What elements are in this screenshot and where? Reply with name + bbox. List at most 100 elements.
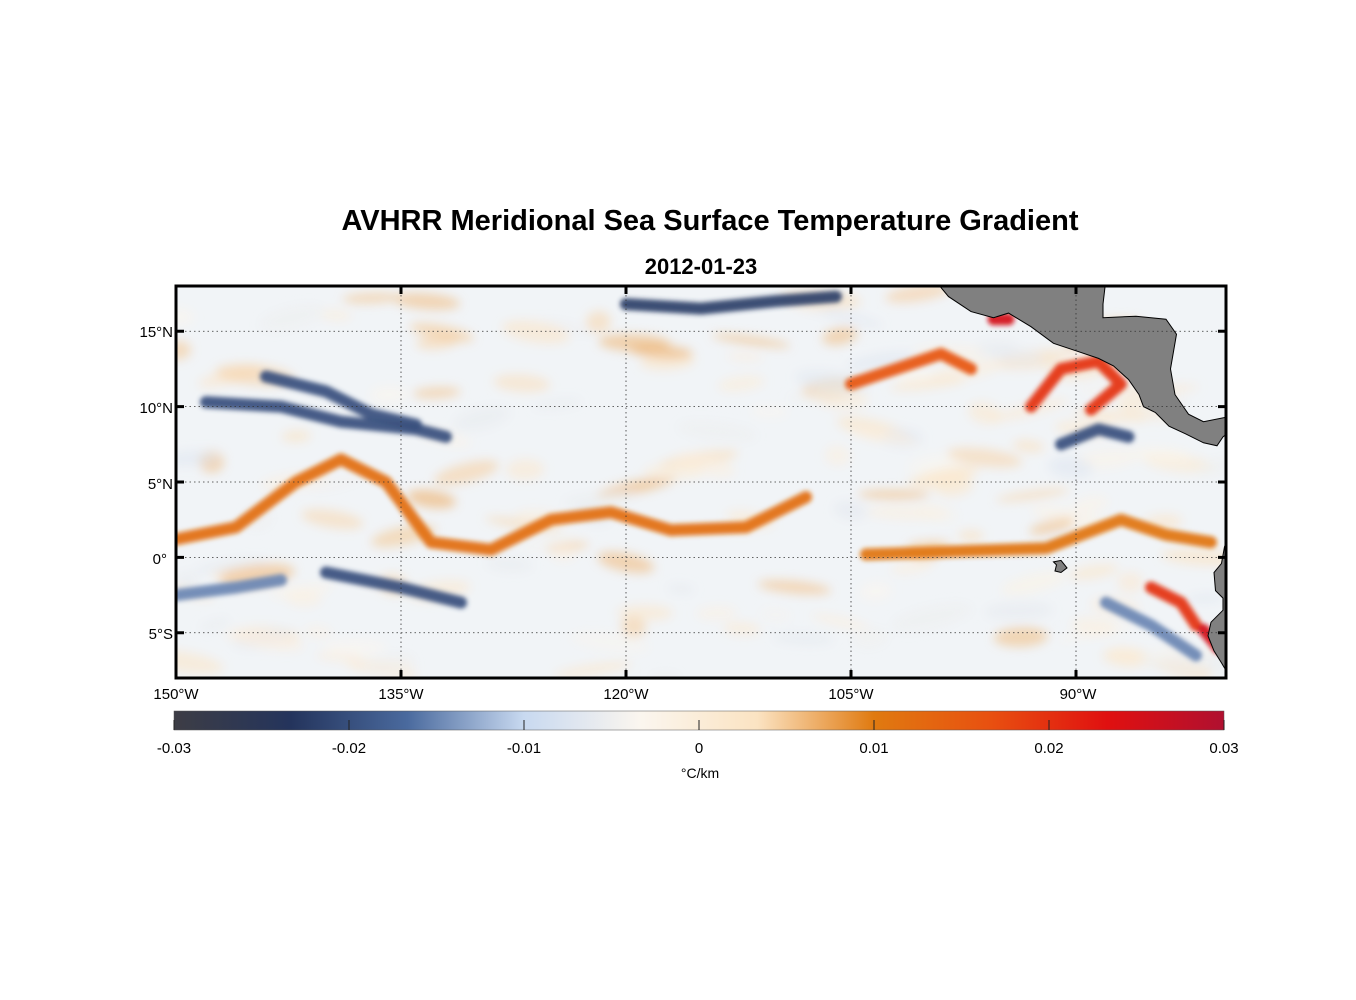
axis-ticks	[174, 286, 1226, 678]
texture-patch	[1029, 517, 1075, 536]
texture-patch	[323, 639, 387, 656]
texture-patch	[200, 618, 230, 631]
texture-patch	[885, 286, 950, 303]
negative-band-7	[200, 396, 452, 443]
texture-patch	[846, 428, 921, 445]
colorbar-label-003: 0.03	[1209, 740, 1239, 757]
texture-patch	[1071, 616, 1117, 636]
texture-patch	[176, 340, 191, 360]
texture-patch	[667, 584, 695, 594]
lon-label-120w: 120°W	[603, 686, 649, 703]
texture-patch	[996, 488, 1070, 502]
lon-label-90w: 90°W	[1059, 686, 1097, 703]
positive-band-3	[1025, 355, 1127, 416]
land-south-america	[1207, 541, 1226, 672]
land-layer	[939, 286, 1226, 672]
chart-title: AVHRR Meridional Sea Surface Temperature…	[341, 205, 1079, 237]
lon-label-150w: 150°W	[153, 686, 199, 703]
texture-patch	[434, 460, 499, 486]
texture-patch	[453, 406, 510, 432]
texture-patch	[304, 626, 332, 639]
texture-patch	[1048, 456, 1094, 479]
texture-patch	[758, 580, 832, 595]
texture-patch	[630, 344, 693, 359]
texture-patch	[301, 509, 364, 530]
positive-band-1	[860, 513, 1217, 561]
negative-band-12	[1100, 596, 1202, 662]
positive-band-2	[845, 347, 977, 390]
texture-patch	[824, 445, 851, 466]
texture-patch	[947, 447, 1023, 468]
texture-patch	[866, 505, 950, 521]
texture-patch	[224, 629, 305, 651]
lat-label-15n: 15°N	[139, 324, 173, 341]
texture-patch	[517, 534, 579, 552]
texture-patch	[1072, 495, 1109, 514]
texture-patch	[822, 327, 858, 346]
texture-patch	[806, 305, 883, 328]
lat-label-5s: 5°S	[148, 626, 173, 643]
texture-patch	[847, 352, 915, 370]
lon-label-105w: 105°W	[828, 686, 874, 703]
texture-patch	[992, 348, 1043, 365]
lat-label-5n: 5°N	[147, 476, 173, 493]
texture-patch	[760, 608, 792, 622]
texture-patch	[270, 584, 333, 599]
texture-patch	[311, 474, 366, 492]
texture-patch	[1117, 571, 1144, 593]
texture-patch	[493, 374, 550, 393]
texture-patch	[786, 389, 864, 402]
texture-patch	[906, 468, 972, 489]
gradient-field	[176, 286, 1226, 678]
texture-patch	[281, 430, 311, 443]
texture-patch	[722, 621, 761, 636]
negative-band-10	[620, 290, 842, 315]
texture-patch	[1196, 455, 1226, 476]
texture-patch	[711, 333, 791, 348]
texture-patch	[406, 489, 456, 509]
texture-patch	[393, 293, 461, 310]
texture-patch	[985, 602, 1053, 620]
texture-patch	[892, 603, 972, 632]
texture-patch	[675, 452, 736, 478]
colorbar-label-m002: -0.02	[331, 740, 367, 757]
texture-patch	[773, 632, 834, 645]
negative-band-13	[176, 574, 287, 602]
colorbar-label-m003: -0.03	[156, 740, 192, 757]
texture-patch	[342, 292, 400, 304]
texture-patch	[1131, 446, 1192, 464]
texture-patch	[859, 581, 892, 601]
texture-patch	[562, 491, 637, 506]
texture-patch	[890, 559, 933, 575]
texture-patch	[315, 652, 362, 663]
background-texture	[176, 286, 1226, 678]
colorbar-label-0: 0	[694, 740, 704, 757]
texture-patch	[1161, 548, 1226, 566]
texture-patch	[643, 463, 703, 481]
texture-patch	[958, 529, 984, 543]
texture-patch	[968, 402, 1002, 425]
colorbar-unit: °C/km	[680, 765, 720, 781]
texture-patch	[506, 459, 545, 480]
texture-patch	[1187, 594, 1225, 603]
lat-label-0: 0°	[152, 551, 167, 568]
texture-patch	[696, 606, 738, 620]
lat-label-10n: 10°N	[139, 400, 173, 417]
texture-patch	[586, 311, 611, 333]
texture-patch	[717, 375, 765, 392]
texture-patch	[410, 322, 474, 343]
colorbar-label-002: 0.02	[1034, 740, 1064, 757]
texture-patch	[620, 616, 647, 638]
land-galapagos	[1052, 559, 1068, 574]
texture-patch	[260, 305, 324, 331]
texture-patch	[833, 500, 869, 520]
colorbar-label-m001: -0.01	[506, 740, 542, 757]
negative-band-11	[1055, 423, 1135, 451]
texture-patch	[750, 406, 789, 418]
texture-patch	[554, 661, 632, 678]
texture-patch	[502, 320, 570, 344]
texture-patch	[194, 558, 269, 573]
texture-patch	[1001, 571, 1066, 595]
negative-band-8	[260, 370, 422, 431]
colorbar-ticks	[173, 720, 1225, 730]
